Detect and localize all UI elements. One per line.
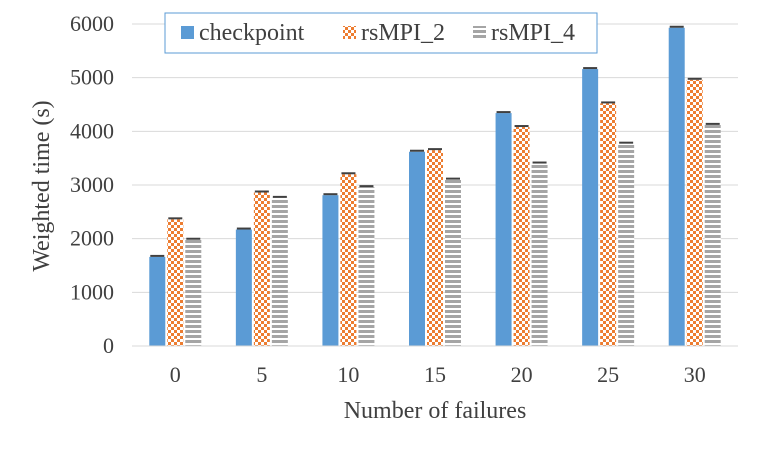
y-tick-label: 4000 — [70, 118, 114, 143]
legend-swatch-checkpoint — [181, 26, 194, 39]
y-tick-label: 3000 — [70, 172, 114, 197]
bar-checkpoint-10 — [322, 195, 339, 346]
x-tick-label: 25 — [597, 362, 619, 387]
x-tick-label: 5 — [256, 362, 267, 387]
x-tick-label: 15 — [424, 362, 446, 387]
bar-rsmpi-4-5 — [271, 197, 288, 346]
bar-checkpoint-25 — [582, 69, 599, 346]
x-tick-label: 30 — [684, 362, 706, 387]
legend-label-rsmpi-4: rsMPI_4 — [491, 20, 575, 46]
x-axis-title: Number of failures — [344, 398, 527, 424]
legend-label-rsmpi-2: rsMPI_2 — [361, 20, 445, 46]
bar-rsmpi-4-25 — [618, 143, 635, 346]
bar-rsmpi-2-20 — [513, 127, 530, 346]
bar-rsmpi-4-30 — [704, 124, 721, 346]
bar-rsmpi-4-20 — [531, 163, 548, 346]
x-tick-label: 20 — [511, 362, 533, 387]
x-tick-label: 0 — [170, 362, 181, 387]
bar-rsmpi-4-10 — [358, 187, 375, 346]
bar-checkpoint-5 — [235, 229, 252, 346]
bar-checkpoint-0 — [149, 256, 166, 346]
bar-checkpoint-20 — [495, 113, 512, 346]
bar-rsmpi-4-15 — [445, 179, 461, 346]
y-tick-label: 5000 — [70, 65, 114, 90]
bar-rsmpi-4-0 — [185, 239, 202, 346]
y-axis-title: Weighted time (s) — [29, 100, 55, 271]
bar-rsmpi-2-25 — [600, 103, 617, 346]
bar-rsmpi-2-0 — [167, 219, 184, 346]
legend-label-checkpoint: checkpoint — [199, 20, 305, 46]
legend-swatch-rsmpi-2 — [343, 26, 356, 39]
legend-swatch-rsmpi-4 — [473, 26, 486, 39]
x-tick-label: 10 — [337, 362, 359, 387]
bar-rsmpi-2-5 — [253, 192, 270, 346]
y-tick-label: 6000 — [70, 11, 114, 36]
x-tick-labels: 0 5 10 15 20 25 30 — [170, 362, 706, 387]
y-tick-labels: 0 1000 2000 3000 4000 5000 6000 — [70, 11, 114, 358]
bar-checkpoint-30 — [668, 27, 685, 347]
bar-checkpoint-15 — [409, 151, 425, 346]
bar-rsmpi-2-30 — [686, 79, 703, 347]
y-tick-label: 1000 — [70, 279, 114, 304]
y-tick-label: 2000 — [70, 226, 114, 251]
bar-rsmpi-2-15 — [427, 150, 443, 346]
bars — [132, 25, 738, 347]
bar-rsmpi-2-10 — [340, 174, 357, 346]
legend: checkpoint rsMPI_2 rsMPI_4 — [164, 12, 598, 54]
y-tick-label: 0 — [103, 333, 114, 358]
legend-box — [164, 12, 598, 54]
